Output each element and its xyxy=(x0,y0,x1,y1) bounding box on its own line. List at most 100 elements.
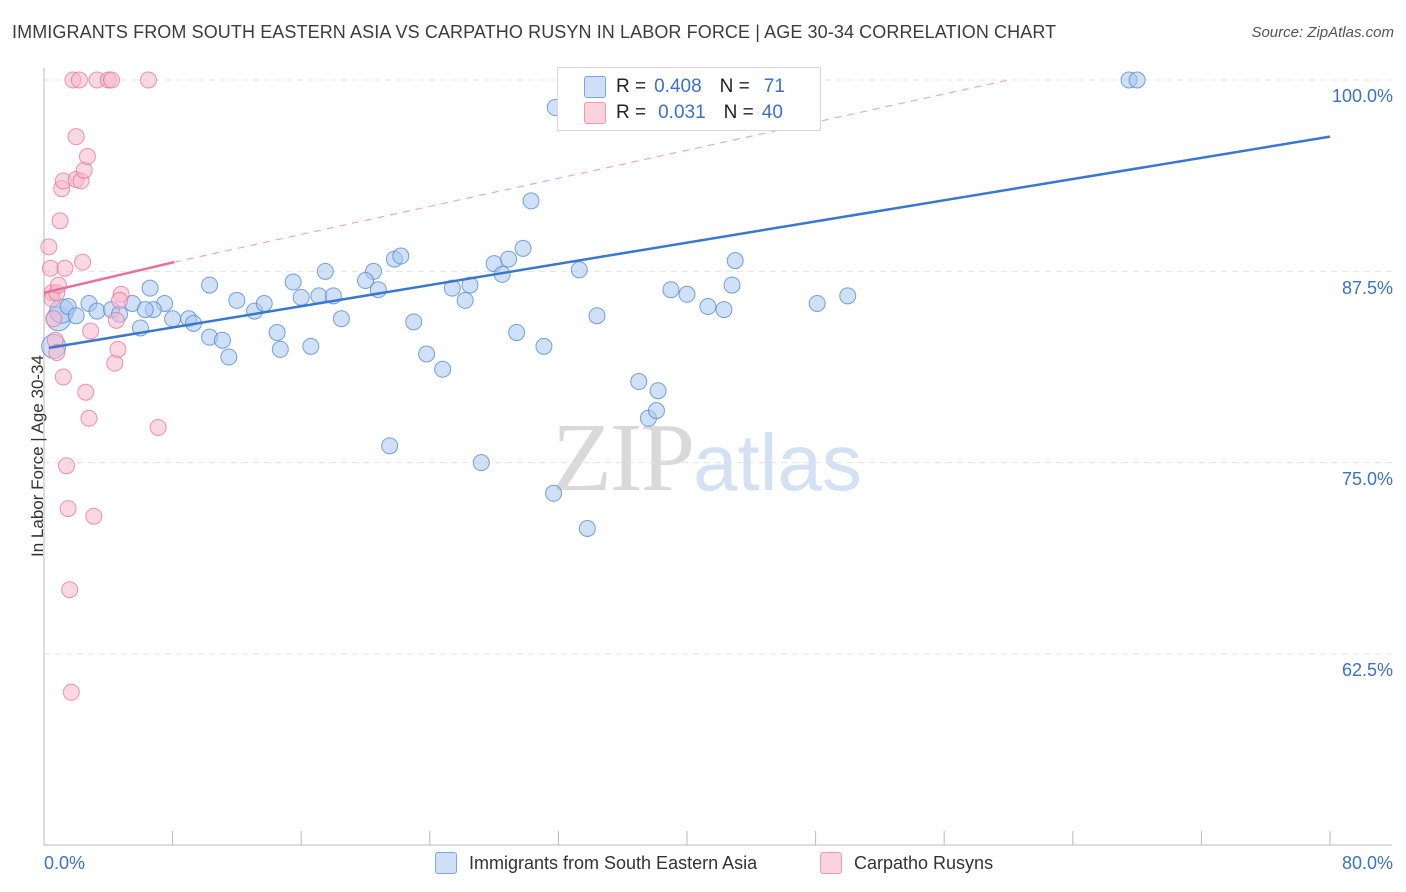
rusyn-point xyxy=(85,507,103,525)
legend-item-asia[interactable]: Immigrants from South Eastern Asia xyxy=(435,852,757,874)
rusyn-point xyxy=(82,322,100,340)
asia-point xyxy=(630,373,648,391)
stats-n-value: 71 xyxy=(763,76,785,97)
chart-title: IMMIGRANTS FROM SOUTH EASTERN ASIA VS CA… xyxy=(12,22,1057,42)
stats-legend: R = 0.408 N = 71 R = 0.031 N = 40 xyxy=(557,67,821,131)
x-axis-min-label: 0.0% xyxy=(44,853,86,873)
legend-label-rusyn: Carpatho Rusyns xyxy=(854,852,994,873)
asia-point xyxy=(570,261,588,279)
asia-point xyxy=(699,298,717,316)
rusyn-point xyxy=(78,148,96,166)
legend-item-rusyn[interactable]: Carpatho Rusyns xyxy=(820,852,993,874)
asia-point xyxy=(545,484,563,502)
stats-swatch-rusyn xyxy=(584,102,606,124)
asia-point xyxy=(647,402,665,420)
asia-point xyxy=(808,294,826,312)
asia-point xyxy=(316,262,334,280)
asia-point xyxy=(472,454,490,472)
asia-point xyxy=(332,310,350,328)
legend-swatch-asia xyxy=(435,852,457,874)
asia-point xyxy=(678,285,696,303)
legend-swatch-rusyn xyxy=(820,852,842,874)
asia-point xyxy=(514,239,532,257)
asia-point xyxy=(418,345,436,363)
asia-point xyxy=(255,294,273,312)
watermark: ZIPatlas xyxy=(552,402,862,514)
y-tick-label-100: 100.0% xyxy=(1331,86,1393,106)
asia-point xyxy=(715,301,733,319)
asia-point xyxy=(220,348,238,366)
rusyn-point xyxy=(58,457,76,475)
stats-r-value: 0.031 xyxy=(658,102,706,123)
asia-point xyxy=(726,252,744,270)
rusyn-point xyxy=(80,409,98,427)
series-legend: Immigrants from South Eastern Asia Carpa… xyxy=(0,852,1406,878)
rusyn-point xyxy=(62,683,80,701)
asia-point xyxy=(136,301,154,319)
y-axis-label: In Labor Force | Age 30-34 xyxy=(28,355,47,557)
rusyn-point xyxy=(149,418,167,436)
asia-point xyxy=(67,307,85,325)
stats-r-label: R = xyxy=(616,102,647,123)
rusyn-point xyxy=(45,310,63,328)
y-tick-label-62-5: 62.5% xyxy=(1341,660,1393,680)
asia-point xyxy=(201,276,219,294)
asia-point xyxy=(405,313,423,331)
rusyn-point xyxy=(103,71,121,89)
asia-point xyxy=(839,287,857,305)
stats-n-label: N = xyxy=(723,102,754,123)
stats-n-value: 40 xyxy=(761,102,783,123)
asia-point xyxy=(508,324,526,342)
rusyn-point xyxy=(75,161,93,179)
rusyn-point xyxy=(56,259,74,277)
asia-point xyxy=(456,291,474,309)
rusyn-point xyxy=(61,581,79,599)
asia-point xyxy=(302,337,320,355)
stats-swatch-asia xyxy=(584,76,606,98)
watermark-atlas: atlas xyxy=(693,418,862,507)
rusyn-point xyxy=(54,368,72,386)
stats-row-rusyn: R = 0.031 N = 40 xyxy=(584,101,783,125)
asia-point xyxy=(522,192,540,210)
legend-label-asia: Immigrants from South Eastern Asia xyxy=(469,852,758,873)
stats-row-asia: R = 0.408 N = 71 xyxy=(584,75,785,99)
asia-point xyxy=(723,276,741,294)
rusyn-point xyxy=(59,500,77,518)
asia-point xyxy=(271,340,289,358)
source-attribution: Source: ZipAtlas.com xyxy=(1251,24,1394,41)
asia-point xyxy=(461,276,479,294)
rusyn-point xyxy=(70,71,88,89)
rusyn-point xyxy=(41,259,59,277)
y-tick-label-87-5: 87.5% xyxy=(1341,278,1393,298)
asia-point xyxy=(649,382,667,400)
rusyn-point xyxy=(67,128,85,146)
asia-point xyxy=(381,437,399,455)
rusyn-point xyxy=(107,311,125,329)
x-axis-max-label: 80.0% xyxy=(1341,853,1393,873)
stats-r-value: 0.408 xyxy=(654,76,702,97)
watermark-zip: ZIP xyxy=(552,404,695,512)
asia-point xyxy=(284,273,302,291)
asia-point xyxy=(434,360,452,378)
y-tick-label-75: 75.0% xyxy=(1341,469,1393,489)
asia-trendline xyxy=(48,135,1331,350)
asia-point xyxy=(164,310,182,328)
asia-point xyxy=(392,247,410,265)
stats-r-label: R = xyxy=(616,76,647,97)
rusyn-point xyxy=(40,238,58,256)
asia-point xyxy=(500,250,518,268)
rusyn-point xyxy=(74,253,92,271)
asia-point xyxy=(588,307,606,325)
rusyn-point xyxy=(77,383,95,401)
rusyn-point xyxy=(109,340,127,358)
rusyn-trendline xyxy=(43,260,175,294)
asia-point xyxy=(662,281,680,299)
asia-point xyxy=(292,288,310,306)
asia-point xyxy=(535,337,553,355)
stats-n-label: N = xyxy=(719,76,750,97)
asia-point xyxy=(268,324,286,342)
rusyn-point xyxy=(139,71,157,89)
asia-point xyxy=(578,519,596,537)
asia-point xyxy=(141,279,159,297)
